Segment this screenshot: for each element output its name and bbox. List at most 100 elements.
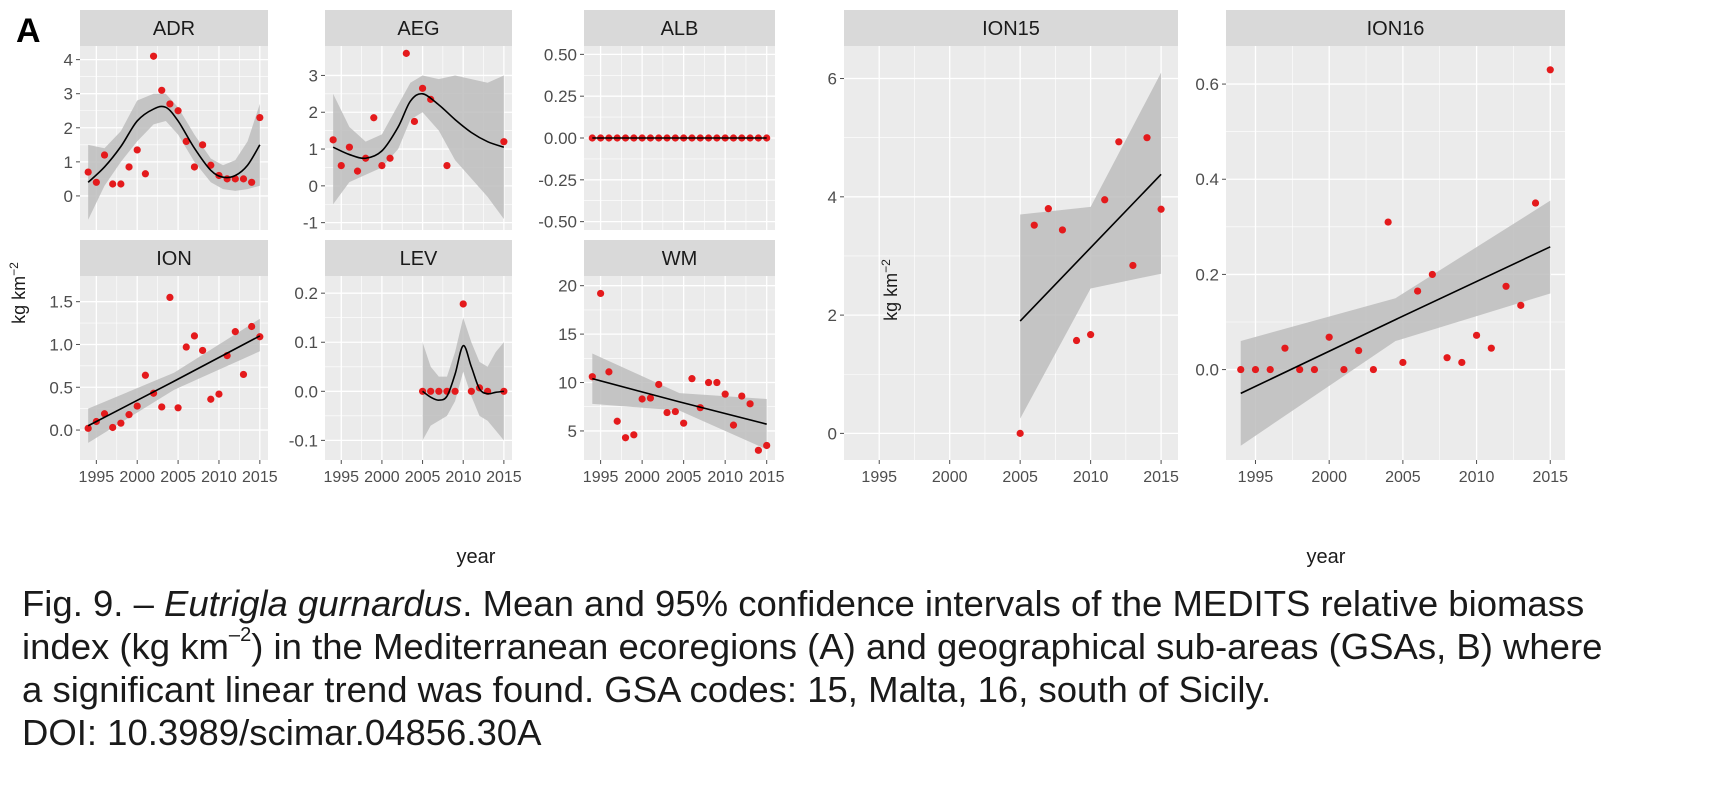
facet-strip [325, 240, 512, 276]
data-point [378, 162, 386, 170]
y-tick-label: 2 [64, 119, 73, 138]
y-tick-label: 0.25 [544, 87, 577, 106]
data-point [418, 84, 427, 92]
data-point [84, 168, 92, 176]
y-tick-label: 1 [309, 140, 318, 159]
x-tick-label: 2000 [119, 469, 155, 486]
a-ylabel-text: kg km [9, 276, 29, 324]
x-tick-label: 2010 [445, 469, 481, 486]
y-tick-label: -0.25 [538, 171, 577, 190]
data-point [133, 402, 141, 410]
x-tick-label: 2005 [160, 469, 196, 486]
data-point [1058, 226, 1067, 234]
data-point [1266, 365, 1274, 374]
trend-line [332, 92, 505, 160]
y-tick-label: 0.50 [544, 45, 577, 64]
data-point [671, 407, 679, 416]
data-point [174, 404, 182, 412]
data-point [141, 371, 149, 379]
data-point [239, 175, 248, 183]
caption-line2-pre: index (kg km [22, 626, 229, 667]
x-tick-label: 2010 [1073, 469, 1109, 486]
data-point [451, 387, 459, 395]
caption-line-3: a significant linear trend was found. GS… [22, 669, 1272, 710]
facet-aeg: AEG -1 0 1 2 3 [303, 10, 512, 233]
data-point [1251, 365, 1260, 374]
data-point [190, 332, 199, 340]
facet-ion16: ION16 0.0 0.2 0.4 0.6 1995 2000 2005 2010 2015 [1195, 10, 1568, 486]
data-point [125, 411, 133, 419]
figure-panels: A B ADR01234AEG-10123ALB-0.50-0.250.000.… [7, 10, 1568, 568]
facet-strip [325, 10, 512, 46]
data-point [467, 387, 475, 395]
data-point [166, 100, 174, 108]
caption-line2-post: ) in the Mediterranean ecoregions (A) an… [251, 626, 1603, 667]
data-point [754, 446, 762, 454]
data-point [704, 378, 713, 387]
y-tick-label: 0.0 [49, 421, 73, 440]
facet-wm: WM 5 10 15 20 1995 2000 2005 2010 2015 [558, 240, 785, 486]
x-tick-label: 2000 [364, 469, 400, 486]
data-point [149, 52, 158, 60]
facet-grid: ADR01234AEG-10123ALB-0.50-0.250.000.250.… [49, 10, 1568, 486]
y-tick-label: 0.6 [1195, 75, 1219, 94]
y-tick-label: 4 [64, 51, 73, 70]
a-ylabel: kg km−2 [7, 262, 29, 324]
data-point [605, 368, 613, 376]
x-tick-label: 2010 [707, 469, 743, 486]
b-xlabel: year [1307, 546, 1346, 568]
data-point [1414, 287, 1422, 295]
data-point [100, 151, 109, 159]
data-point [231, 328, 239, 336]
facet-strip [80, 240, 268, 276]
trend-line [87, 335, 261, 427]
data-point [174, 107, 182, 115]
data-point [402, 49, 410, 57]
data-point [190, 163, 199, 171]
data-point [435, 387, 443, 395]
data-point [410, 117, 419, 126]
x-tick-label: 2000 [1311, 469, 1347, 486]
x-tick-label: 1995 [861, 469, 897, 486]
confidence-ribbon [1240, 200, 1551, 446]
data-point [353, 167, 362, 175]
data-point [166, 293, 174, 301]
data-point [1016, 429, 1024, 437]
data-point [248, 322, 256, 331]
facet-title: ION16 [1367, 18, 1425, 40]
trend-line [422, 344, 504, 401]
caption-line-1: Fig. 9. – Eutrigla gurnardus. Mean and 9… [22, 582, 1712, 625]
data-point [109, 423, 117, 432]
data-point [117, 180, 125, 188]
data-point [141, 170, 149, 178]
x-tick-label: 2015 [1532, 469, 1568, 486]
data-point [1399, 358, 1407, 367]
y-tick-label: 1.0 [49, 335, 73, 354]
confidence-ribbon [422, 317, 504, 441]
data-point [443, 162, 451, 170]
x-tick-label: 1995 [583, 469, 619, 486]
data-point [1115, 138, 1123, 146]
x-tick-label: 2005 [405, 469, 441, 486]
y-tick-label: 0 [828, 424, 837, 443]
data-point [1325, 333, 1333, 341]
facet-title: WM [662, 248, 698, 270]
data-point [329, 136, 337, 144]
data-point [597, 289, 605, 298]
data-point [125, 163, 133, 171]
caption-line2-sup: –2 [228, 623, 252, 646]
data-point [746, 400, 754, 408]
data-point [680, 419, 688, 427]
data-point [199, 141, 207, 149]
data-point [1129, 261, 1137, 270]
x-tick-label: 1995 [323, 469, 359, 486]
x-tick-label: 1995 [79, 469, 115, 486]
data-point [1531, 199, 1540, 207]
facet-title: ALB [661, 18, 699, 40]
data-point [1296, 365, 1304, 374]
x-tick-label: 1995 [1238, 469, 1274, 486]
confidence-ribbon [88, 93, 260, 220]
data-point [1101, 196, 1109, 204]
data-point [248, 178, 256, 186]
y-tick-label: 3 [64, 85, 73, 104]
